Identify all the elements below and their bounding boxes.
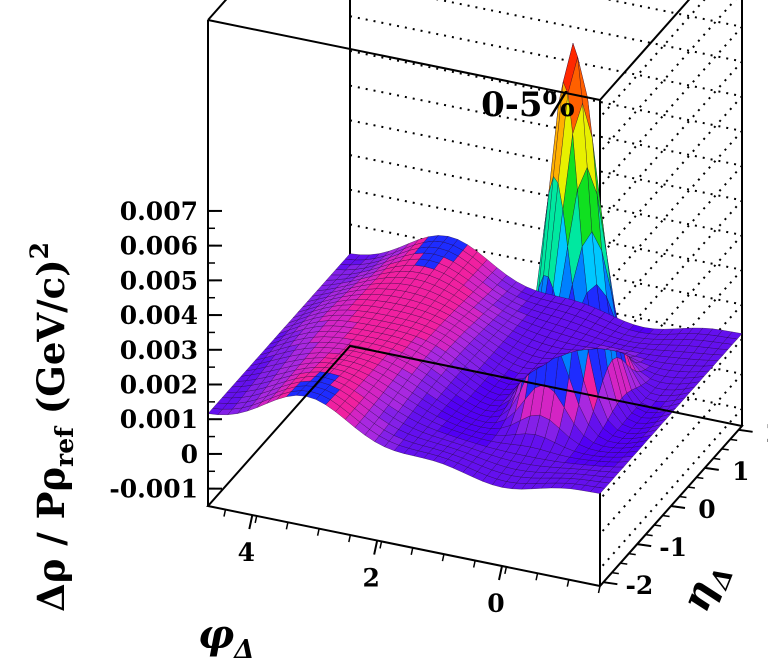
surface-mesh <box>207 42 743 494</box>
z-tick-label: 0.003 <box>120 336 198 365</box>
y-minor-tick <box>653 524 662 527</box>
y-minor-tick <box>620 562 628 565</box>
y-tick-label: 0 <box>698 495 715 524</box>
y-minor-tick <box>730 438 738 442</box>
x-minor-tick <box>597 585 601 594</box>
z-axis-title: Δρ / Pρref (GeV/c)2 <box>25 242 79 612</box>
x-tick-label: 2 <box>362 564 379 593</box>
y-tick-label: 2 <box>766 419 768 448</box>
y-minor-tick <box>687 486 696 489</box>
x-minor-tick <box>348 534 352 543</box>
x-minor-tick <box>441 553 445 562</box>
y-minor-tick <box>662 514 670 518</box>
y-minor-tick <box>611 571 619 575</box>
y-minor-tick <box>670 505 679 508</box>
z-axis-title-sub: ref <box>50 425 79 467</box>
y-tick-label: -1 <box>659 533 687 562</box>
y-tick-label: -2 <box>625 571 653 600</box>
chart-title: 0-5% <box>481 85 575 125</box>
z-tick-label: 0.005 <box>120 266 198 295</box>
y-minor-tick <box>696 476 704 480</box>
y-minor-tick <box>628 552 636 556</box>
z-tick-label: 0.001 <box>120 405 198 434</box>
x-minor-tick <box>316 528 320 536</box>
x-axis-title: φΔ <box>198 611 254 663</box>
x-tick <box>498 565 503 581</box>
y-minor-tick <box>713 457 721 461</box>
x-axis-title-sub: Δ <box>232 635 254 663</box>
y-minor-tick <box>721 448 729 451</box>
x-minor-tick <box>410 547 414 555</box>
z-axis-title-main: Δρ / Pρ <box>29 467 73 612</box>
z-tick-label: 0.004 <box>120 301 198 330</box>
z-axis-title-exp: 2 <box>25 242 54 259</box>
x-minor-tick <box>379 541 383 549</box>
z-tick-label: 0.006 <box>120 232 198 261</box>
x-minor-tick <box>254 515 258 524</box>
x-tick-label: 4 <box>238 538 255 567</box>
x-tick-label: 0 <box>487 589 504 618</box>
y-tick-label: 1 <box>732 457 749 486</box>
x-minor-tick <box>535 573 539 581</box>
x-minor-tick <box>566 579 570 587</box>
x-tick <box>373 540 379 555</box>
y-minor-tick <box>704 467 712 470</box>
x-tick <box>248 514 254 530</box>
x-minor-tick <box>504 566 508 575</box>
z-tick-label: 0.007 <box>120 197 198 226</box>
z-tick-label: 0 <box>181 440 198 469</box>
z-tick-label: 0.002 <box>120 371 198 400</box>
y-minor-tick <box>637 543 645 546</box>
y-minor-tick <box>679 495 687 499</box>
x-minor-tick <box>472 560 476 568</box>
y-minor-tick <box>603 581 611 584</box>
z-axis-title-units: (GeV/c) <box>29 259 73 427</box>
y-axis-title: ηΔ <box>672 554 741 620</box>
x-minor-tick <box>285 522 289 530</box>
y-minor-tick <box>645 533 653 537</box>
z-tick-label: -0.001 <box>109 475 198 504</box>
x-minor-tick <box>223 509 227 517</box>
surface-cell <box>344 253 361 261</box>
x-axis-title-main: φ <box>198 611 234 658</box>
y-minor-tick <box>738 429 746 432</box>
axis-ticks: -0.001 0 0.001 0.002 0.003 0.004 0.005 0.006 0.0… <box>109 197 768 618</box>
